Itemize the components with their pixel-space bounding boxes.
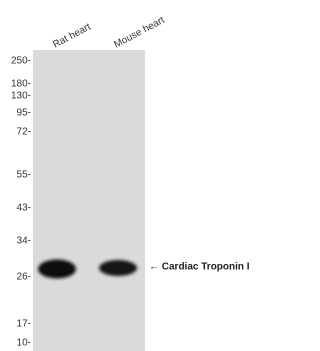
marker-label: 250- — [11, 56, 31, 67]
blot-figure: Rat heart Mouse heart 250- 180- 130- 95-… — [0, 0, 252, 351]
marker-label: 130- — [11, 91, 31, 102]
page: Rat heart Mouse heart 250- 180- 130- 95-… — [0, 0, 320, 351]
marker-label: 55- — [17, 170, 31, 181]
band — [38, 260, 76, 279]
marker-label: 34- — [17, 236, 31, 247]
marker-label: 10- — [17, 338, 31, 349]
band — [99, 260, 137, 276]
lane-label: Rat heart — [51, 22, 93, 51]
marker-label: 180- — [11, 79, 31, 90]
membrane — [33, 50, 145, 351]
marker-label: 95- — [17, 108, 31, 119]
annotation: ← Cardiac Troponin I — [149, 262, 250, 273]
marker-label: 17- — [17, 319, 31, 330]
marker-label: 26- — [17, 272, 31, 283]
marker-label: 43- — [17, 203, 31, 214]
marker-label: 72- — [17, 127, 31, 138]
lane-label: Mouse heart — [112, 15, 166, 51]
